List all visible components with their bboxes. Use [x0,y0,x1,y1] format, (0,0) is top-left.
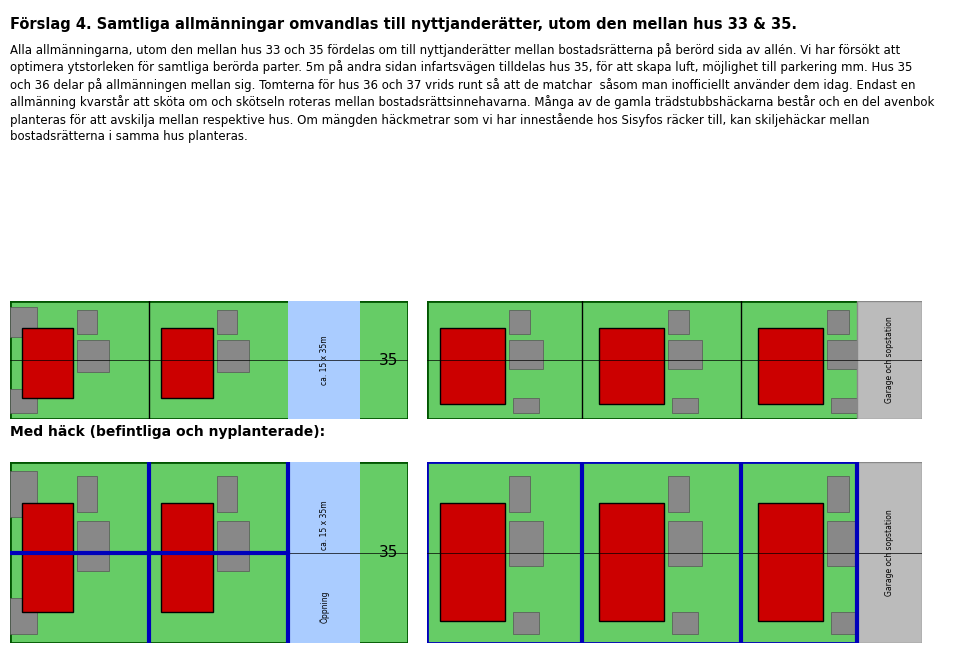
Bar [288,462,360,643]
Bar [217,340,249,372]
Bar [78,476,97,512]
Text: Garage och sopstation: Garage och sopstation [885,317,894,403]
Bar [217,310,237,334]
Text: och 36 delar på allmänningen mellan sig. Tomterna för hus 36 och 37 vrids runt s: och 36 delar på allmänningen mellan sig.… [10,78,915,92]
Bar [509,340,543,369]
Bar [599,328,663,404]
Text: Alla allmänningarna, utom den mellan hus 33 och 35 fördelas om till nyttjanderät: Alla allmänningarna, utom den mellan hus… [10,43,900,57]
Bar [509,521,543,566]
Bar [10,308,37,336]
Bar [78,521,109,571]
Bar [217,521,249,571]
Bar [288,302,360,419]
Bar [217,476,237,512]
Bar [668,521,703,566]
Bar [758,503,823,620]
Text: bostadsrätterna i samma hus planteras.: bostadsrätterna i samma hus planteras. [10,130,248,143]
Bar [831,612,857,634]
Bar [827,310,849,334]
Bar [440,328,505,404]
Bar [21,328,73,398]
Bar [672,398,698,413]
Bar [78,310,97,334]
Text: 35: 35 [378,352,397,368]
Bar [599,503,663,620]
Text: Garage och sopstation: Garage och sopstation [885,509,894,596]
Bar [827,476,849,512]
Bar [668,476,689,512]
Bar [514,398,539,413]
Bar [21,503,73,612]
Bar [78,340,109,372]
Bar [668,310,689,334]
Text: Förslag 4. Samtliga allmänningar omvandlas till nyttjanderätter, utom den mellan: Förslag 4. Samtliga allmänningar omvandl… [10,17,797,32]
Bar [672,612,698,634]
Text: Med häck (befintliga och nyplanterade):: Med häck (befintliga och nyplanterade): [10,425,324,439]
Text: optimera ytstorleken för samtliga berörda parter. 5m på andra sidan infartsvägen: optimera ytstorleken för samtliga berörd… [10,60,912,74]
Text: 35: 35 [378,545,397,560]
Bar [857,462,922,643]
Text: allmänning kvarstår att sköta om och skötseln roteras mellan bostadsrättsinnehav: allmänning kvarstår att sköta om och skö… [10,95,934,109]
Text: Öppning: Öppning [320,591,329,623]
Bar [161,503,213,612]
Bar [10,598,37,634]
Bar [10,389,37,413]
Bar [509,310,530,334]
Bar [161,328,213,398]
Bar [827,521,861,566]
Bar [831,398,857,413]
Text: planteras för att avskilja mellan respektive hus. Om mängden häckmetrar som vi h: planteras för att avskilja mellan respek… [10,113,869,127]
Bar [10,472,37,517]
Bar [668,340,703,369]
Bar [758,328,823,404]
Bar [509,476,530,512]
Text: ca. 15 x 35m: ca. 15 x 35m [320,500,329,551]
Bar [857,302,922,419]
Bar [827,340,861,369]
Bar [514,612,539,634]
Bar [440,503,505,620]
Text: ca. 15 x 35m: ca. 15 x 35m [320,335,329,385]
